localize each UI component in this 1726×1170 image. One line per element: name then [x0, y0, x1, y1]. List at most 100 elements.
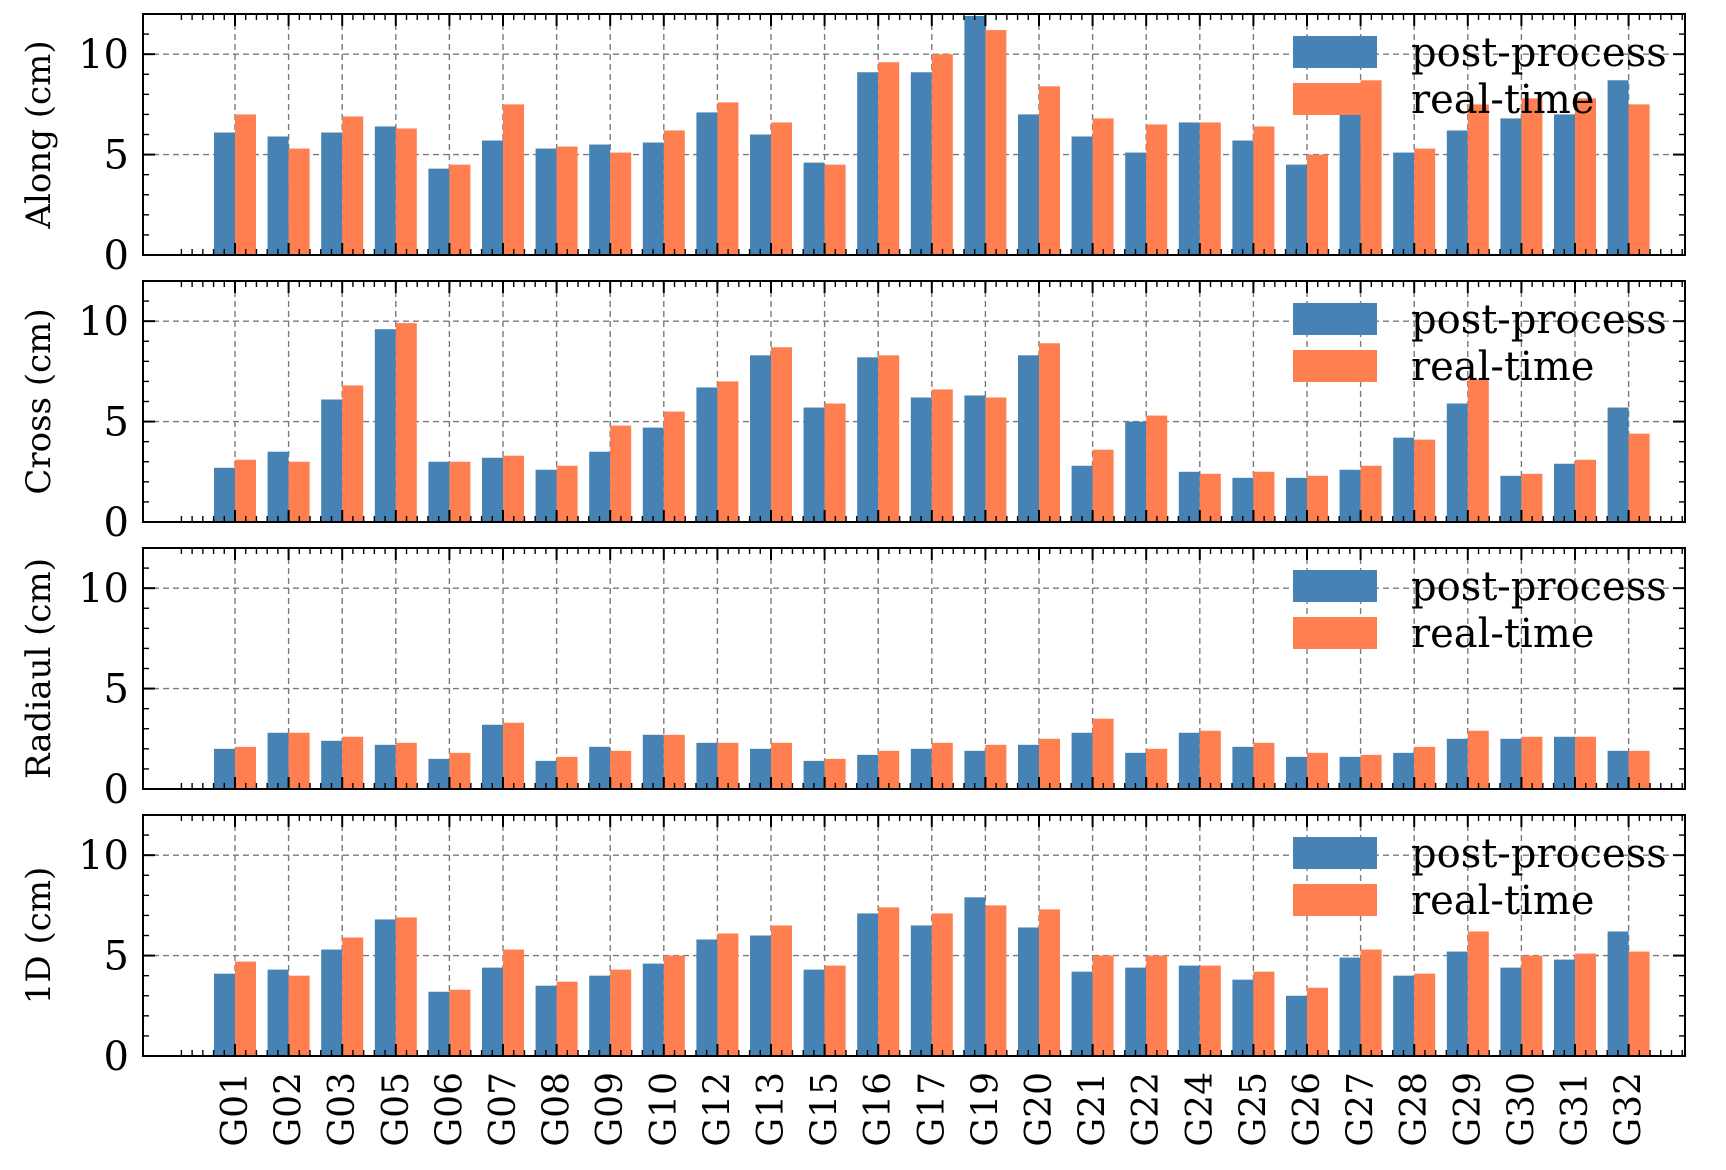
bar-real-time-G29 [1467, 104, 1489, 255]
x-tick-label: G02 [269, 1072, 310, 1147]
legend-swatch-real-time [1293, 884, 1377, 916]
x-tick-label: G01 [215, 1072, 256, 1147]
bar-post-process-G01 [214, 748, 235, 789]
bar-real-time-G06 [449, 752, 471, 789]
x-tick-label: G30 [1501, 1072, 1542, 1147]
bar-real-time-G15 [824, 403, 846, 522]
bar-post-process-G10 [642, 963, 664, 1056]
bar-post-process-G13 [750, 355, 771, 522]
legend-swatch-real-time [1293, 83, 1377, 115]
bar-real-time-G22 [1146, 955, 1168, 1056]
bar-post-process-G09 [589, 746, 611, 789]
bar-real-time-G21 [1092, 118, 1114, 255]
bar-real-time-G05 [395, 742, 417, 789]
x-tick-label: G12 [697, 1072, 738, 1147]
bar-post-process-G22 [1125, 752, 1147, 789]
bar-real-time-G32 [1628, 750, 1650, 789]
y-tick-label: 5 [104, 133, 129, 179]
bar-post-process-G06 [428, 461, 450, 522]
bar-real-time-G26 [1307, 475, 1328, 522]
x-tick-label: G17 [912, 1072, 953, 1147]
bar-post-process-G30 [1500, 475, 1522, 522]
bar-post-process-G08 [535, 985, 557, 1056]
bar-real-time-G30 [1521, 473, 1543, 522]
legend-label-post-process: post-process [1411, 297, 1667, 343]
bar-real-time-G08 [556, 465, 578, 522]
bar-real-time-G13 [771, 347, 792, 522]
bar-post-process-G20 [1018, 744, 1039, 789]
bar-real-time-G10 [663, 130, 685, 255]
bar-real-time-G17 [931, 742, 953, 789]
bar-post-process-G21 [1071, 732, 1093, 789]
bar-real-time-G15 [824, 758, 846, 789]
y-tick-label: 5 [104, 934, 129, 980]
bar-post-process-G20 [1018, 355, 1039, 522]
bar-post-process-G16 [857, 913, 879, 1056]
bar-real-time-G06 [449, 989, 471, 1056]
legend-swatch-post-process [1293, 837, 1377, 869]
bar-post-process-G15 [803, 760, 825, 789]
bar-real-time-G21 [1092, 718, 1114, 789]
bar-real-time-G31 [1575, 736, 1596, 789]
bar-real-time-G16 [878, 750, 900, 789]
bar-real-time-G05 [395, 323, 417, 522]
bar-post-process-G22 [1125, 421, 1147, 522]
legend-label-real-time: real-time [1411, 77, 1594, 123]
bar-post-process-G29 [1446, 951, 1468, 1056]
bar-real-time-G12 [717, 933, 739, 1056]
x-tick-label: G08 [537, 1072, 578, 1147]
bar-real-time-G17 [931, 54, 953, 255]
y-tick-label: 0 [104, 767, 129, 813]
bar-post-process-G09 [589, 144, 611, 255]
bar-post-process-G10 [642, 734, 664, 789]
bar-real-time-G19 [985, 744, 1007, 789]
bar-post-process-G27 [1339, 756, 1361, 789]
bar-real-time-G13 [771, 122, 792, 255]
bar-real-time-G20 [1039, 343, 1060, 522]
bar-post-process-G17 [910, 925, 932, 1056]
bar-post-process-G07 [482, 967, 503, 1056]
bar-real-time-G25 [1253, 971, 1275, 1056]
bar-real-time-G10 [663, 955, 685, 1056]
y-axis-label: Radiaul (cm) [19, 558, 59, 779]
x-tick-label: G28 [1394, 1072, 1435, 1147]
y-tick-label: 0 [104, 233, 129, 279]
bar-post-process-G24 [1178, 122, 1200, 255]
x-tick-label: G21 [1073, 1072, 1114, 1147]
bar-post-process-G05 [374, 744, 396, 789]
bar-post-process-G06 [428, 758, 450, 789]
bar-real-time-G08 [556, 981, 578, 1056]
bar-real-time-G19 [985, 397, 1007, 522]
bar-post-process-G19 [964, 897, 986, 1056]
bar-post-process-G27 [1339, 96, 1361, 255]
bar-post-process-G19 [964, 16, 986, 256]
bar-real-time-G03 [342, 385, 364, 522]
bar-real-time-G07 [503, 104, 524, 255]
bar-real-time-G32 [1628, 433, 1650, 522]
bar-post-process-G21 [1071, 136, 1093, 255]
y-tick-label: 10 [78, 299, 129, 345]
y-axis-label: Cross (cm) [19, 308, 59, 494]
legend-swatch-post-process [1293, 36, 1377, 68]
bar-real-time-G24 [1199, 122, 1221, 255]
bar-real-time-G30 [1521, 98, 1543, 255]
bar-post-process-G22 [1125, 967, 1147, 1056]
legend-label-real-time: real-time [1411, 611, 1594, 657]
bar-post-process-G31 [1554, 114, 1575, 256]
bar-post-process-G05 [374, 919, 396, 1056]
bar-post-process-G30 [1500, 738, 1522, 789]
bar-real-time-G16 [878, 62, 900, 256]
bar-post-process-G02 [267, 969, 289, 1056]
bar-post-process-G28 [1393, 975, 1415, 1056]
bar-post-process-G28 [1393, 437, 1415, 522]
bar-post-process-G29 [1446, 130, 1468, 255]
bar-post-process-G17 [910, 397, 932, 522]
legend-label-post-process: post-process [1411, 831, 1667, 877]
bar-real-time-G06 [449, 164, 471, 255]
bar-real-time-G07 [503, 455, 524, 522]
bar-real-time-G21 [1092, 955, 1114, 1056]
bar-real-time-G27 [1360, 754, 1382, 789]
bar-post-process-G32 [1607, 931, 1629, 1056]
